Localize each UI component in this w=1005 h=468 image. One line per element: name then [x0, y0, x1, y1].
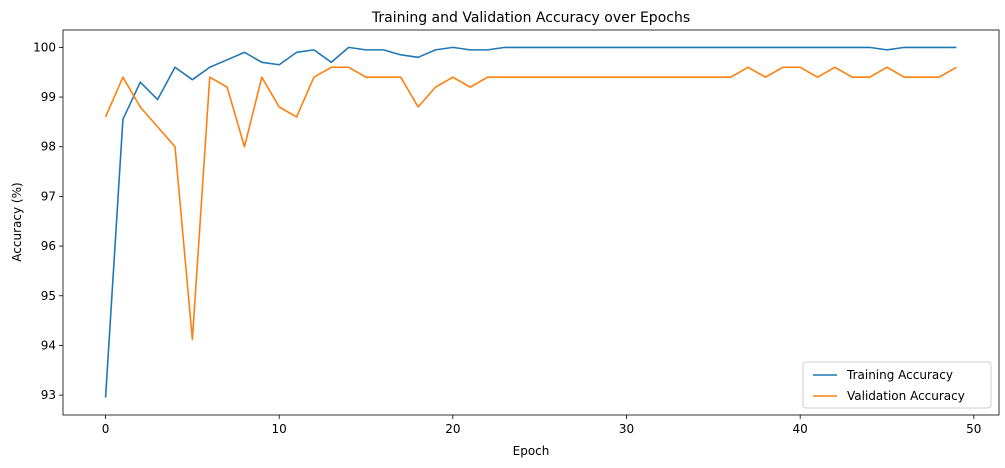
legend: Training Accuracy Validation Accuracy — [802, 361, 992, 409]
x-tick-label: 30 — [619, 422, 634, 436]
y-tick-label: 95 — [41, 289, 56, 303]
y-tick-label: 97 — [41, 189, 56, 203]
x-tick-label: 20 — [445, 422, 460, 436]
plot-area — [104, 46, 957, 398]
legend-label-validation: Validation Accuracy — [847, 389, 965, 403]
x-axis-label: Epoch — [513, 444, 550, 458]
plot-frame — [62, 29, 1000, 416]
y-tick-label: 94 — [41, 338, 56, 352]
x-axis: 0 10 20 30 40 50 — [102, 415, 981, 436]
y-tick-label: 96 — [41, 239, 56, 253]
chart-title: Training and Validation Accuracy over Ep… — [371, 10, 690, 26]
legend-label-training: Training Accuracy — [846, 368, 953, 382]
series-line-0 — [104, 46, 957, 398]
y-tick-label: 93 — [41, 388, 56, 402]
x-tick-label: 50 — [966, 422, 981, 436]
legend-box — [802, 361, 992, 409]
y-tick-label: 98 — [41, 140, 56, 154]
y-tick-label: 99 — [41, 90, 56, 104]
x-tick-label: 40 — [793, 422, 808, 436]
y-axis: 93 94 95 96 97 98 99 100 — [33, 40, 63, 402]
x-tick-label: 10 — [272, 422, 287, 436]
series-line-1 — [104, 66, 957, 341]
x-tick-label: 0 — [102, 422, 110, 436]
y-tick-label: 100 — [33, 40, 56, 54]
y-axis-label: Accuracy (%) — [10, 182, 24, 261]
